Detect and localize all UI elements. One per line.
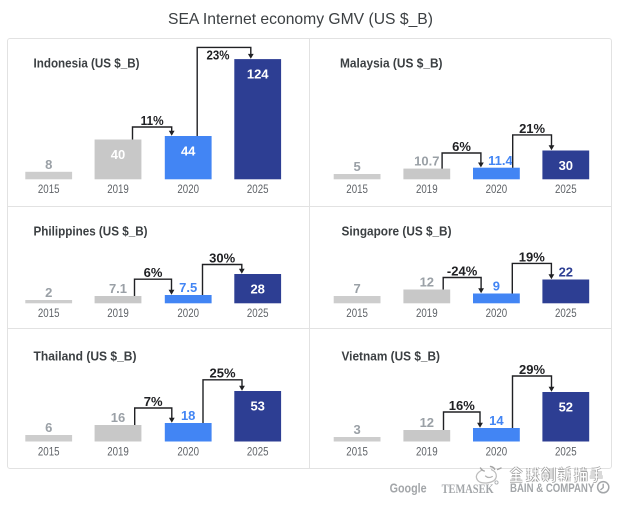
svg-text:29%: 29% bbox=[519, 362, 545, 377]
svg-text:2019: 2019 bbox=[107, 306, 129, 320]
svg-text:2019: 2019 bbox=[107, 182, 129, 196]
svg-text:52: 52 bbox=[559, 400, 573, 415]
svg-text:-24%: -24% bbox=[447, 263, 478, 278]
svg-text:7%: 7% bbox=[144, 394, 163, 409]
svg-text:30%: 30% bbox=[209, 250, 235, 265]
svg-text:7.5: 7.5 bbox=[179, 280, 197, 295]
svg-text:11.4: 11.4 bbox=[488, 153, 513, 168]
svg-text:2015: 2015 bbox=[38, 182, 60, 196]
svg-text:124: 124 bbox=[247, 67, 269, 82]
svg-text:2025: 2025 bbox=[555, 182, 577, 196]
svg-text:2020: 2020 bbox=[486, 182, 508, 196]
svg-text:Google: Google bbox=[390, 480, 427, 495]
svg-text:Singapore (US $_B): Singapore (US $_B) bbox=[342, 224, 452, 239]
svg-text:6%: 6% bbox=[144, 265, 163, 280]
svg-text:16%: 16% bbox=[449, 398, 475, 413]
svg-text:14: 14 bbox=[489, 413, 504, 428]
svg-text:5: 5 bbox=[353, 159, 360, 174]
svg-text:12: 12 bbox=[420, 415, 434, 430]
svg-text:12: 12 bbox=[420, 275, 434, 290]
svg-text:7.1: 7.1 bbox=[109, 281, 127, 296]
svg-text:2025: 2025 bbox=[555, 444, 577, 458]
svg-text:2020: 2020 bbox=[177, 444, 199, 458]
svg-text:30: 30 bbox=[559, 158, 573, 173]
svg-text:2019: 2019 bbox=[416, 182, 438, 196]
svg-text:3: 3 bbox=[353, 422, 360, 437]
svg-text:6%: 6% bbox=[452, 139, 471, 154]
svg-text:2025: 2025 bbox=[555, 306, 577, 320]
svg-text:9: 9 bbox=[493, 279, 500, 294]
svg-text:19%: 19% bbox=[519, 249, 545, 264]
svg-text:2015: 2015 bbox=[346, 444, 368, 458]
svg-text:40: 40 bbox=[111, 147, 125, 162]
svg-text:10.7: 10.7 bbox=[414, 154, 439, 169]
svg-text:44: 44 bbox=[181, 144, 196, 159]
svg-text:18: 18 bbox=[181, 408, 195, 423]
svg-text:2015: 2015 bbox=[38, 306, 60, 320]
svg-text:28: 28 bbox=[250, 282, 264, 297]
svg-text:2019: 2019 bbox=[416, 444, 438, 458]
svg-text:2015: 2015 bbox=[38, 444, 60, 458]
svg-text:16: 16 bbox=[111, 410, 125, 425]
svg-text:21%: 21% bbox=[519, 121, 545, 136]
svg-text:25%: 25% bbox=[209, 366, 235, 381]
svg-text:2019: 2019 bbox=[107, 444, 129, 458]
svg-text:2020: 2020 bbox=[486, 444, 508, 458]
svg-text:2015: 2015 bbox=[346, 182, 368, 196]
svg-text:2020: 2020 bbox=[177, 306, 199, 320]
svg-text:Vietnam (US $_B): Vietnam (US $_B) bbox=[342, 349, 441, 364]
svg-text:8: 8 bbox=[45, 157, 52, 172]
svg-text:53: 53 bbox=[250, 399, 264, 414]
svg-text:2020: 2020 bbox=[177, 182, 199, 196]
svg-text:11%: 11% bbox=[141, 113, 164, 128]
svg-text:Thailand (US $_B): Thailand (US $_B) bbox=[34, 349, 137, 364]
svg-text:2015: 2015 bbox=[346, 306, 368, 320]
svg-text:Malaysia (US $_B): Malaysia (US $_B) bbox=[340, 56, 443, 71]
svg-text:2: 2 bbox=[45, 285, 52, 300]
svg-text:SEA Internet economy GMV (US $: SEA Internet economy GMV (US $_B) bbox=[168, 11, 433, 28]
svg-text:22: 22 bbox=[559, 265, 573, 280]
svg-text:2019: 2019 bbox=[416, 306, 438, 320]
svg-text:6: 6 bbox=[45, 420, 52, 435]
svg-text:2020: 2020 bbox=[486, 306, 508, 320]
svg-text:Philippines (US $_B): Philippines (US $_B) bbox=[34, 224, 148, 239]
svg-text:2025: 2025 bbox=[247, 444, 269, 458]
svg-text:Indonesia (US $_B): Indonesia (US $_B) bbox=[34, 56, 140, 71]
svg-text:7: 7 bbox=[353, 281, 360, 296]
svg-text:TEMASEK: TEMASEK bbox=[442, 481, 495, 496]
svg-text:2025: 2025 bbox=[247, 182, 269, 196]
svg-text:2025: 2025 bbox=[247, 306, 269, 320]
svg-text:BAIN & COMPANY: BAIN & COMPANY bbox=[510, 481, 594, 495]
svg-text:23%: 23% bbox=[207, 47, 230, 62]
